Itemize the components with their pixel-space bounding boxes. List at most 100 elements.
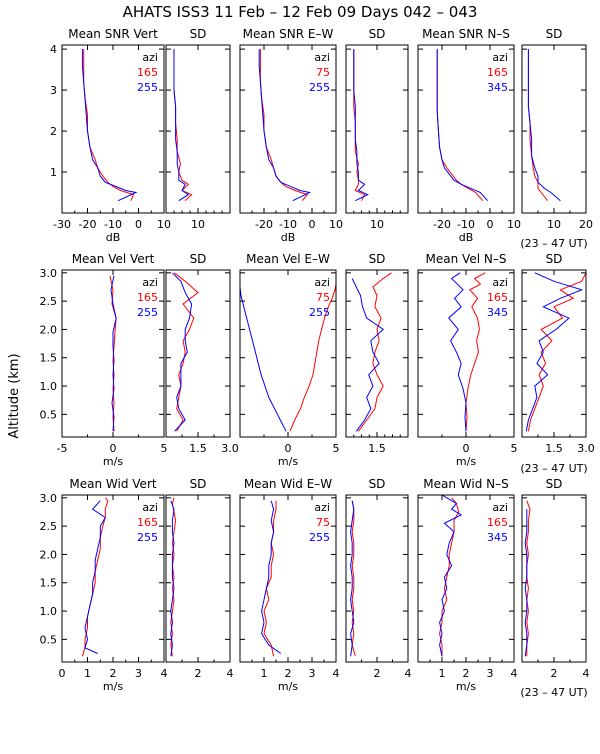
panel-title-r1c3: Mean SNR E–W — [243, 27, 334, 41]
axes-frame-r2c2 — [165, 269, 231, 438]
series-line-r2c2-255 — [172, 272, 193, 432]
panel-r1c1: Mean SNR Vert -30 -20 -10 0 10 1 2 3 4 dB azi 165 255 — [50, 27, 171, 244]
y-tick-label-r2c1-3: 2.0 — [40, 323, 58, 336]
series-line-r2c5-165 — [465, 272, 486, 432]
legend-entry-r3c1-255: 255 — [137, 531, 158, 544]
x-tick-label-r3c6-1: 4 — [583, 667, 590, 680]
x-tick-label-r3c6-0: 2 — [551, 667, 558, 680]
series-line-r2c1-255 — [110, 275, 117, 432]
legend-entry-r3c5-345: 345 — [487, 531, 508, 544]
altitude-axis-label: Altitude (km) — [7, 353, 22, 438]
x-tick-label-r1c6-0: 10 — [547, 218, 561, 231]
x-tick-label-r3c1-0: 0 — [59, 667, 66, 680]
x-tick-label-r1c5-0: -20 — [433, 218, 451, 231]
series-line-r3c5-345 — [439, 495, 463, 657]
x-tick-label-r1c1-2: -10 — [104, 218, 122, 231]
x-axis-label-r1c1: dB — [106, 231, 121, 244]
panel-r2c1: Mean Vel Vert -5 0 5 0.5 1.0 1.5 2.0 2.5 3.0 m/s az… — [40, 252, 168, 468]
panel-r1c4: SD 10 — [345, 27, 409, 231]
legend-entry-r2c3-255: 255 — [309, 306, 330, 319]
panel-r3c5: Mean Wid N–S 1 2 3 4 m/s azi 165 345 — [417, 477, 518, 693]
x-tick-label-r1c2-0: 10 — [191, 218, 205, 231]
panel-r3c3: Mean Wid E–W 1 2 3 4 m/s azi 75 255 — [239, 477, 340, 693]
legend-header-r3c1: azi — [142, 501, 158, 514]
panel-title-r2c6: SD — [546, 252, 563, 266]
legend-entry-r2c1-255: 255 — [137, 306, 158, 319]
panel-r2c5: Mean Vel N–S 0 5 m/s azi 165 345 — [417, 252, 518, 468]
series-line-r3c5-165 — [439, 497, 460, 657]
y-tick-label-r3c1-3: 2.0 — [40, 548, 58, 561]
series-line-r2c6-345 — [525, 272, 584, 432]
legend-entry-r3c3-75: 75 — [316, 516, 330, 529]
legend-entry-r2c3-75: 75 — [316, 291, 330, 304]
series-line-r2c5-345 — [448, 272, 467, 432]
axes-frame-r3c6 — [521, 494, 587, 663]
x-tick-label-r2c5-1: 5 — [511, 442, 518, 455]
panel-title-r2c2: SD — [190, 252, 207, 266]
panel-r2c2: SD 1.5 3.0 — [165, 252, 239, 455]
panel-title-r3c1: Mean Wid Vert — [69, 477, 156, 491]
y-tick-label-r2c1-5: 3.0 — [40, 267, 58, 280]
y-tick-label-r2c1-4: 2.5 — [40, 295, 58, 308]
series-line-r1c1-165 — [83, 49, 135, 201]
panel-title-r2c3: Mean Vel E–W — [246, 252, 330, 266]
legend-header-r1c1: azi — [142, 51, 158, 64]
series-line-r1c1-255 — [81, 49, 138, 202]
panel-title-r1c1: Mean SNR Vert — [68, 27, 158, 41]
legend-header-r2c3: azi — [314, 276, 330, 289]
x-tick-label-r1c4-0: 10 — [370, 218, 384, 231]
series-line-r1c2-255 — [173, 49, 190, 202]
panel-title-r2c1: Mean Vel Vert — [72, 252, 155, 266]
axes-frame-r1c6 — [521, 44, 587, 214]
panel-title-r3c5: Mean Wid N–S — [423, 477, 508, 491]
x-tick-label-r3c1-1: 1 — [84, 667, 91, 680]
panel-r1c3: Mean SNR E–W -20 -10 0 10 dB azi 75 255 — [239, 27, 343, 244]
x-tick-label-r3c3-2: 3 — [309, 667, 316, 680]
panel-r2c6: SD 1.5 3.0 — [521, 252, 595, 455]
legend-entry-r1c3-255: 255 — [309, 81, 330, 94]
x-tick-label-r3c3-3: 4 — [333, 667, 340, 680]
x-tick-label-r1c3-2: 0 — [309, 218, 316, 231]
series-line-r3c4-75 — [351, 500, 356, 657]
series-line-r1c5-345 — [436, 49, 488, 202]
x-tick-label-r3c4-0: 2 — [374, 667, 381, 680]
panel-title-r1c5: Mean SNR N–S — [422, 27, 510, 41]
x-tick-label-r2c2-1: 3.0 — [221, 442, 239, 455]
x-tick-label-r1c5-3: 10 — [507, 218, 521, 231]
y-tick-label-r1c1-0: 1 — [50, 166, 57, 179]
x-tick-label-r1c1-3: 0 — [135, 218, 142, 231]
series-line-r3c2-255 — [170, 500, 175, 657]
y-tick-label-r3c1-5: 3.0 — [40, 492, 58, 505]
y-tick-label-r2c1-1: 1.0 — [40, 380, 58, 393]
x-tick-label-r3c2-1: 4 — [227, 667, 234, 680]
y-tick-label-r3c1-4: 2.5 — [40, 520, 58, 533]
panel-title-r1c2: SD — [190, 27, 207, 41]
legend-entry-r2c5-345: 345 — [487, 306, 508, 319]
panel-r3c1: Mean Wid Vert 0 1 2 3 4 0.5 1.0 1.5 2.0 2.5 3.0 m/s a… — [40, 477, 168, 693]
panel-r2c3: Mean Vel E–W 0 5 m/s azi 75 255 — [239, 252, 340, 468]
x-tick-label-r2c4-0: 1.5 — [368, 442, 386, 455]
x-axis-label-r2c3: m/s — [278, 455, 298, 468]
panel-title-r3c4: SD — [369, 477, 386, 491]
x-tick-label-r2c3-0: 0 — [285, 442, 292, 455]
x-axis-label-r3c1: m/s — [103, 680, 123, 693]
panel-title-r2c4: SD — [369, 252, 386, 266]
series-line-r3c1-255 — [84, 500, 106, 654]
panel-title-r1c6: SD — [546, 27, 563, 41]
legend-entry-r2c5-165: 165 — [487, 291, 508, 304]
x-tick-label-r2c6-0: 1.5 — [545, 442, 563, 455]
series-line-r2c6-165 — [527, 272, 586, 432]
axes-frame-r3c4 — [345, 494, 409, 663]
x-tick-label-r3c5-3: 4 — [511, 667, 518, 680]
panel-r1c2: SD 10 — [165, 27, 231, 231]
x-tick-label-r3c5-2: 3 — [487, 667, 494, 680]
panel-title-r3c6: SD — [546, 477, 563, 491]
x-tick-label-r1c5-2: 0 — [487, 218, 494, 231]
legend-entry-r3c1-165: 165 — [137, 516, 158, 529]
series-line-r1c5-165 — [436, 49, 484, 202]
legend-entry-r2c1-165: 165 — [137, 291, 158, 304]
x-axis-label-r3c5: m/s — [456, 680, 476, 693]
panel-r3c2: SD 2 4 — [165, 477, 234, 680]
series-line-r2c4-255 — [351, 278, 385, 432]
